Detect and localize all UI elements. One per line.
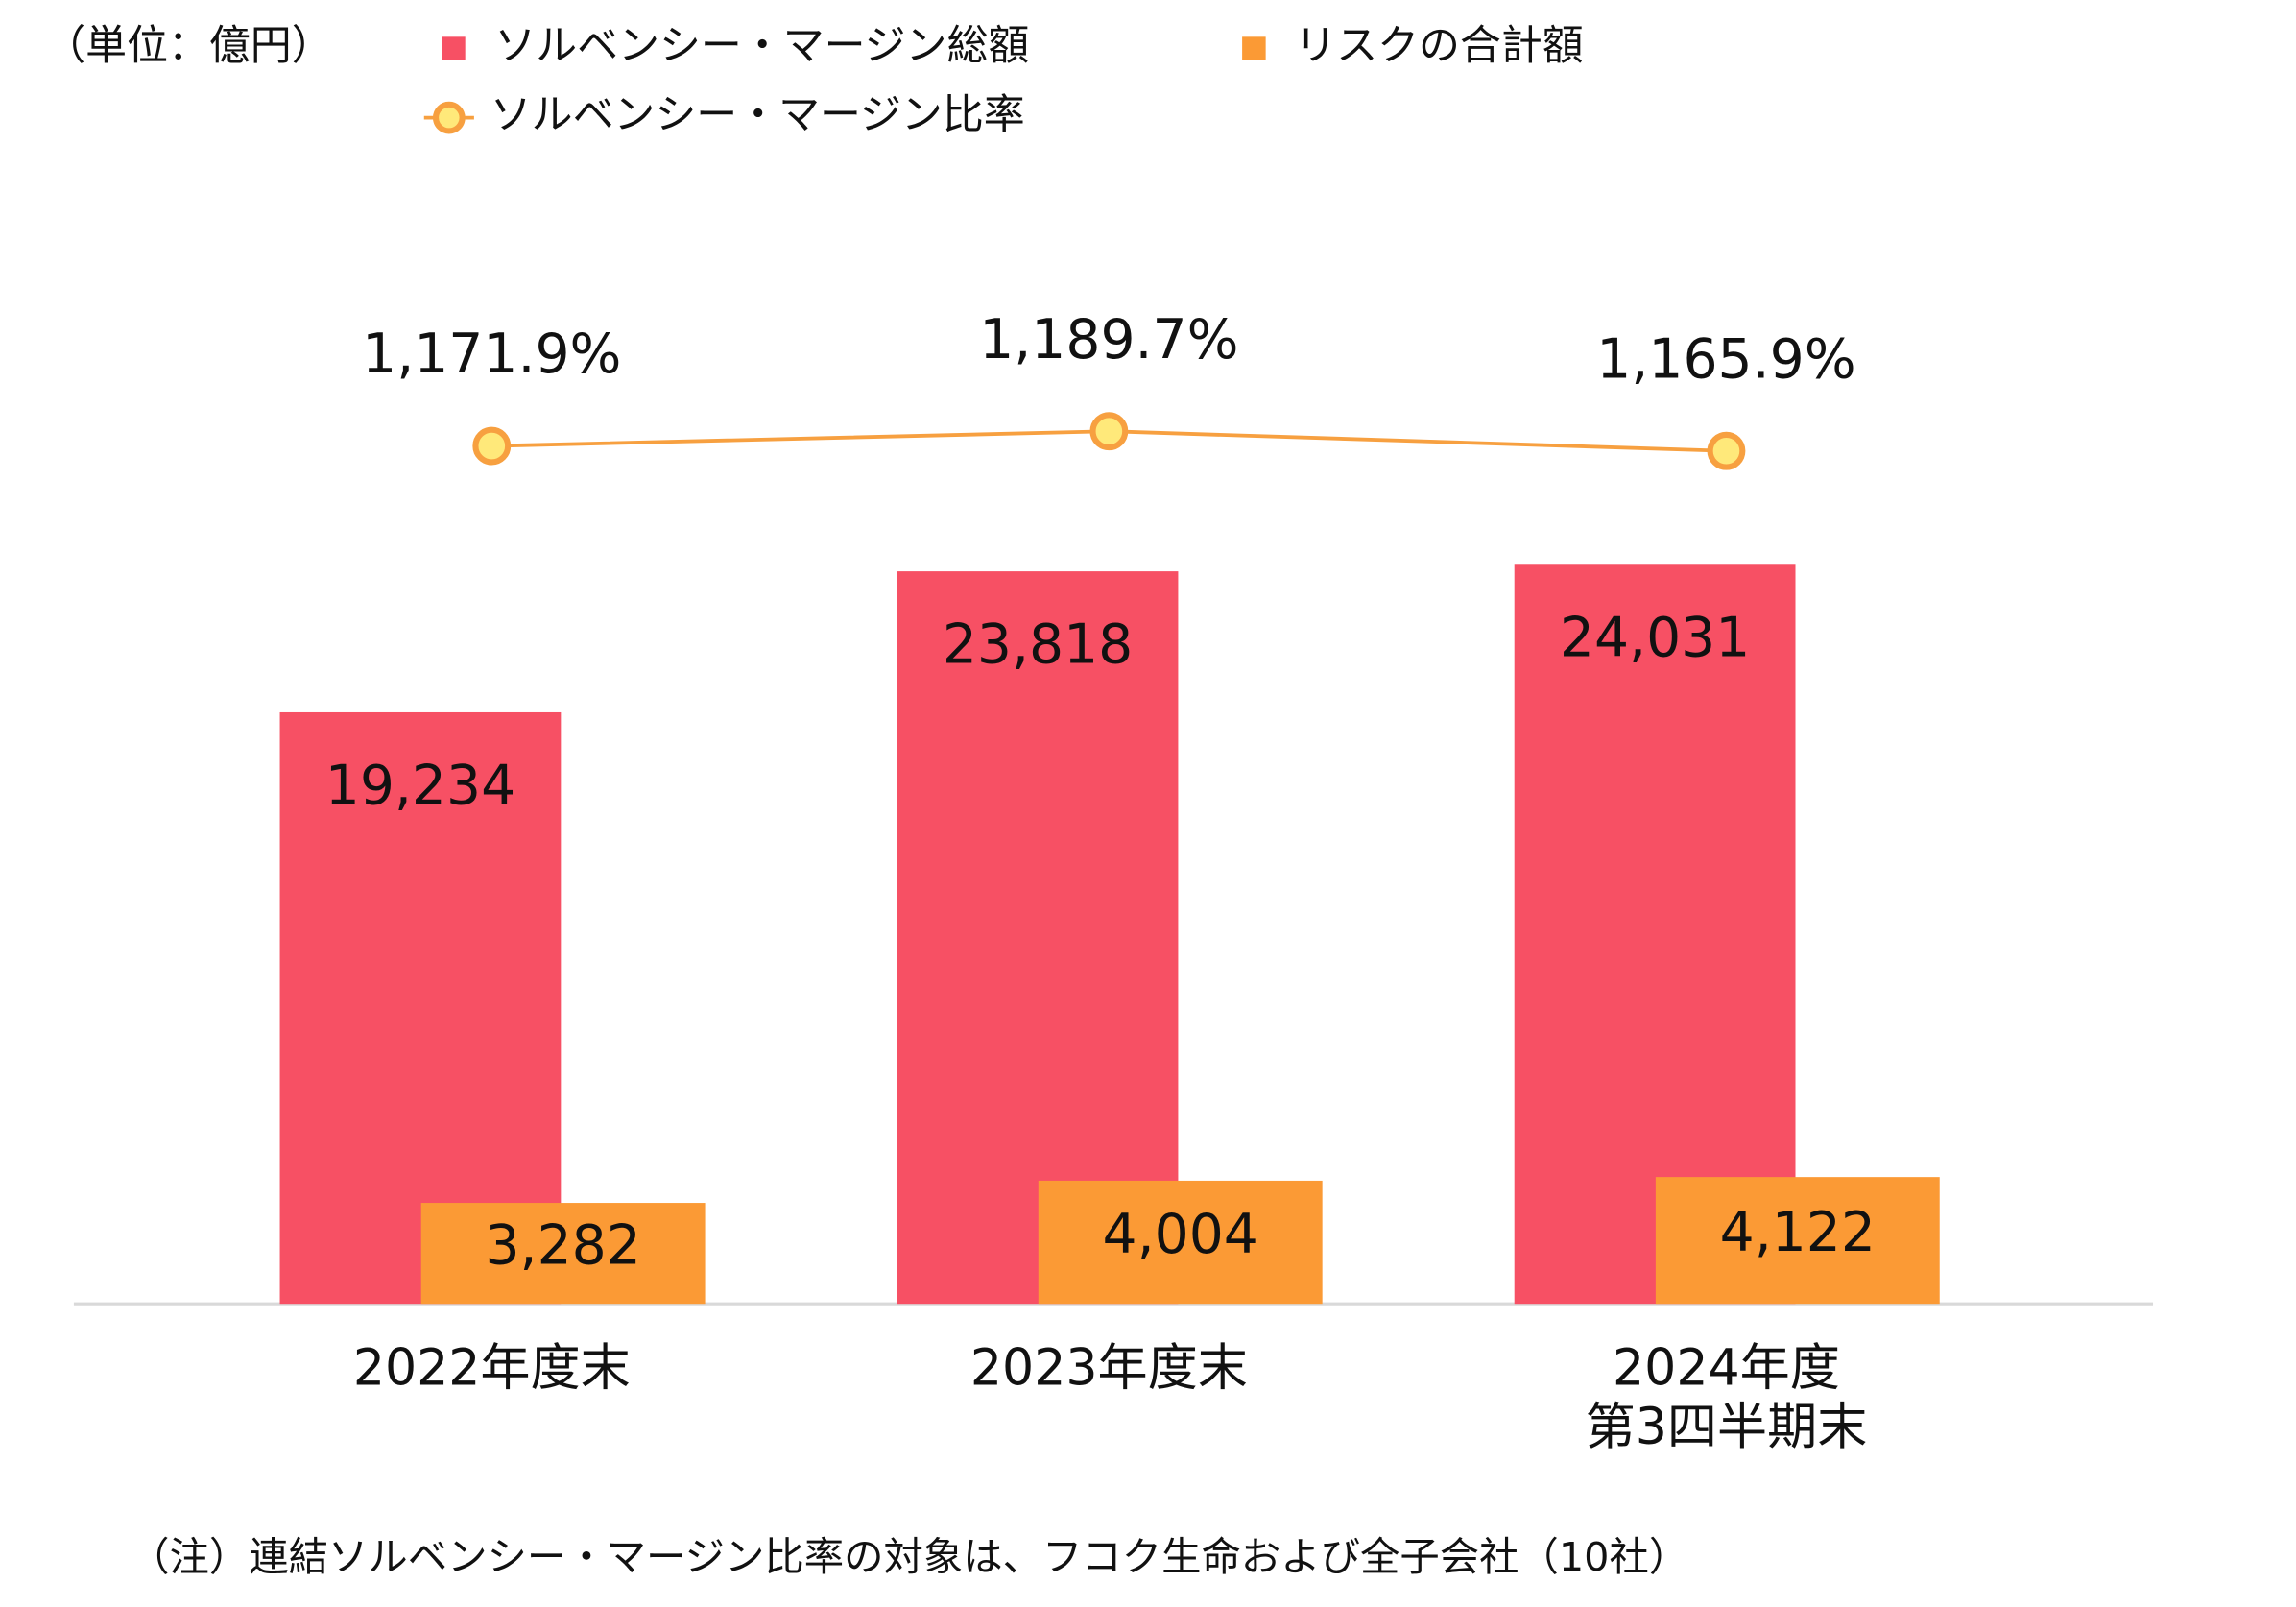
value-label: 19,234	[325, 754, 515, 817]
legend-label: リスクの合計額	[1295, 22, 1583, 70]
bar	[1655, 1177, 1940, 1305]
x-tick-label: 2023年度末	[970, 1340, 1248, 1398]
ratio-marker	[472, 426, 512, 466]
bar	[1038, 1180, 1323, 1305]
legend-swatch	[442, 36, 466, 60]
x-tick-label: 2022年度末	[353, 1340, 631, 1398]
bar	[420, 1203, 706, 1305]
unit-label: （単位：億円）	[44, 22, 332, 70]
footnote: （注）連結ソルベンシー・マージン比率の対象は、フコク生命および全子会社（10社）	[130, 1534, 1688, 1580]
value-label: 24,031	[1560, 607, 1750, 670]
value-label: 3,282	[485, 1214, 640, 1278]
legend-swatch	[1242, 36, 1266, 60]
value-label: 1,189.7%	[979, 308, 1238, 372]
ratio-marker	[1089, 412, 1129, 451]
value-label: 1,171.9%	[362, 323, 621, 386]
legend-label: ソルベンシー・マージン比率	[490, 91, 1025, 139]
ratio-marker	[1707, 431, 1746, 470]
value-label: 4,122	[1720, 1201, 1876, 1264]
legend-marker	[432, 101, 466, 134]
x-tick-label: 2024年度第3四半期末	[1586, 1340, 1868, 1456]
value-label: 4,004	[1103, 1203, 1258, 1266]
value-label: 23,818	[943, 612, 1133, 676]
value-label: 1,165.9%	[1596, 327, 1855, 391]
legend-label: ソルベンシー・マージン総額	[494, 22, 1029, 70]
